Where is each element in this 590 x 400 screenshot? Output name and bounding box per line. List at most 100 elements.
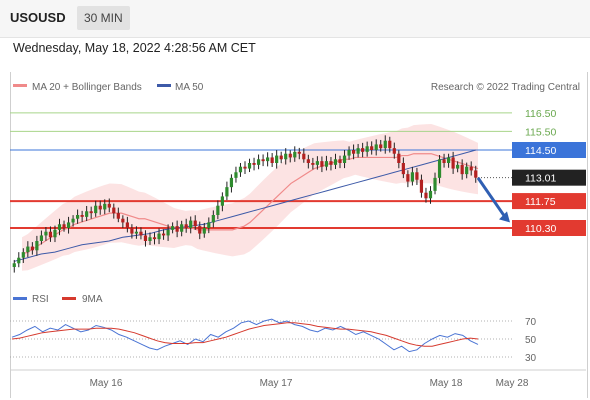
candle-body [198,226,202,234]
candle-body [53,229,57,238]
x-tick-label: May 16 [90,378,123,389]
candle-body [76,215,80,219]
price-level-label: 110.30 [525,223,556,235]
candle-body [39,235,44,241]
ma50-line [13,149,477,262]
period-button[interactable]: 30 MIN [77,6,130,30]
candle-body [456,164,460,169]
candle-body [103,203,107,210]
candle-body [57,224,62,230]
x-tick-label: May 18 [430,378,463,389]
forecast-arrow [476,177,508,220]
candle-body [392,148,396,154]
candle-body [279,155,283,160]
candle-body [374,144,378,150]
candle-body [143,235,148,241]
candle-body [315,161,319,165]
candle-body [139,231,143,236]
candle-body [266,157,270,162]
candle-body [297,151,301,154]
candle-body [243,166,247,169]
ma20-line [21,153,479,255]
candle-body [161,233,166,236]
candle-body [116,213,120,219]
candle-body [94,205,98,214]
candle-body [465,166,469,175]
candle-body [474,170,478,178]
candle-body [35,241,39,251]
candle-body [220,196,224,206]
rsi-tick-label: 70 [525,317,537,328]
candle-body [437,159,442,178]
candle-body [207,222,211,228]
candle-body [98,205,102,210]
candle-body [247,163,252,169]
candle-body [202,228,206,234]
price-level-label: 114.50 [525,145,556,157]
chart-frame [10,72,588,398]
candle-body [338,159,342,163]
candle-body [26,246,30,253]
candle-body [121,218,125,223]
support-label-box [512,220,586,236]
candle-body [361,148,365,152]
candle-body [166,229,170,236]
rsi-tick-label: 50 [525,335,537,346]
candle-body [415,172,419,180]
candle-body [324,161,329,167]
candle-body [365,146,369,152]
price-level-label: 111.75 [525,196,556,208]
candle-body [306,159,310,163]
candle-body [229,177,234,188]
candle-body [234,172,238,178]
candle-body [180,224,184,232]
candle-body [451,157,455,169]
candle-body [406,174,410,182]
candle-body [107,203,111,208]
credit-text: Research © 2022 Trading Central [431,82,580,93]
support-label-box [512,193,586,210]
candle-body [85,211,89,217]
candle-body [383,140,387,149]
last_price-label-box [512,169,586,186]
rsi-legend-label: RSI [32,294,49,305]
candle-body [71,218,75,223]
ma50-legend-swatch [157,84,171,87]
candle-body [62,224,66,228]
candle-body [134,231,139,234]
candle-body [157,233,161,240]
candle-body [48,231,53,238]
candle-body [252,163,256,165]
candle-body [288,153,292,158]
price-level-label: 116.50 [525,108,556,120]
candle-body [89,211,93,214]
candle-body [410,172,414,182]
ma20-legend-swatch [13,84,27,87]
candle-body [175,226,179,232]
candle-body [112,207,116,214]
candle-body [17,257,21,264]
candle-body [171,226,175,230]
candle-body [379,144,383,149]
ma50-legend-label: MA 50 [175,82,204,93]
candle-body [347,150,351,156]
candle-body [184,224,188,228]
rsi-legend-swatch [13,297,27,300]
candle-body [333,159,338,165]
x-tick-label: May 28 [496,378,529,389]
candle-body [193,220,197,227]
candle-body [66,222,71,228]
instrument-symbol: USOUSD [10,10,66,25]
candle-body [125,222,129,228]
rsi-ma-legend-label: 9MA [82,294,103,305]
candle-body [442,159,446,163]
rsi-ma-line [11,322,479,347]
forecast-arrow-head [499,211,510,223]
price-level-label: 115.50 [525,126,556,138]
candle-body [433,177,437,191]
candle-body [130,228,134,234]
candle-body [256,159,261,165]
price-level-label: 113.01 [525,173,556,185]
candle-body [152,237,157,240]
tab-bar: USOUSD 30 MIN [0,0,590,38]
